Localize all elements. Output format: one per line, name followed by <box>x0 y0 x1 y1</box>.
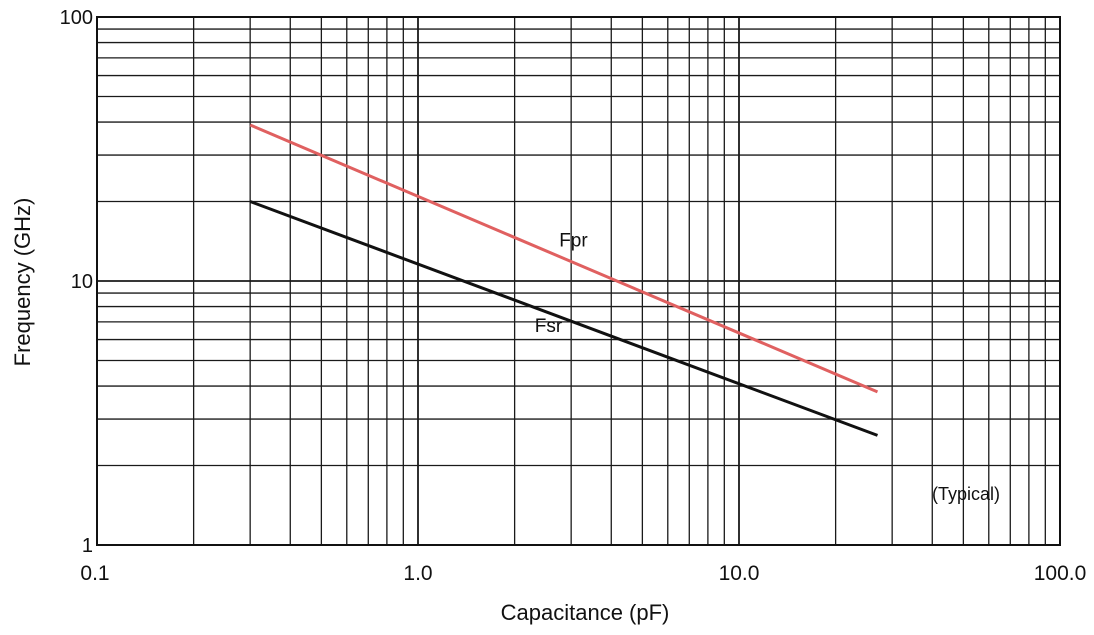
x-tick-label: 1.0 <box>403 562 432 585</box>
series-line-fsr <box>249 200 879 437</box>
y-tick-label: 10 <box>71 271 93 293</box>
series-layer: Fpr Fsr <box>249 123 879 437</box>
x-tick-label: 10.0 <box>719 562 760 585</box>
y-tick-label: 100 <box>60 7 93 29</box>
series-label-fsr: Fsr <box>535 316 563 337</box>
y-axis-title: Frequency (GHz) <box>10 198 35 367</box>
y-tick-label: 1 <box>82 535 93 557</box>
plot-frame <box>96 16 1061 546</box>
x-tick-label: 0.1 <box>80 562 109 585</box>
x-axis-title: Capacitance (pF) <box>501 600 670 625</box>
x-tick-label: 100.0 <box>1034 562 1087 585</box>
series-label-fpr: Fpr <box>559 231 588 252</box>
typical-note: (Typical) <box>932 484 1000 504</box>
grid <box>96 16 1061 546</box>
series-line-fpr <box>249 123 879 394</box>
tick-labels: 0.1 1.0 10.0 100.0 1 10 100 <box>60 7 1087 585</box>
